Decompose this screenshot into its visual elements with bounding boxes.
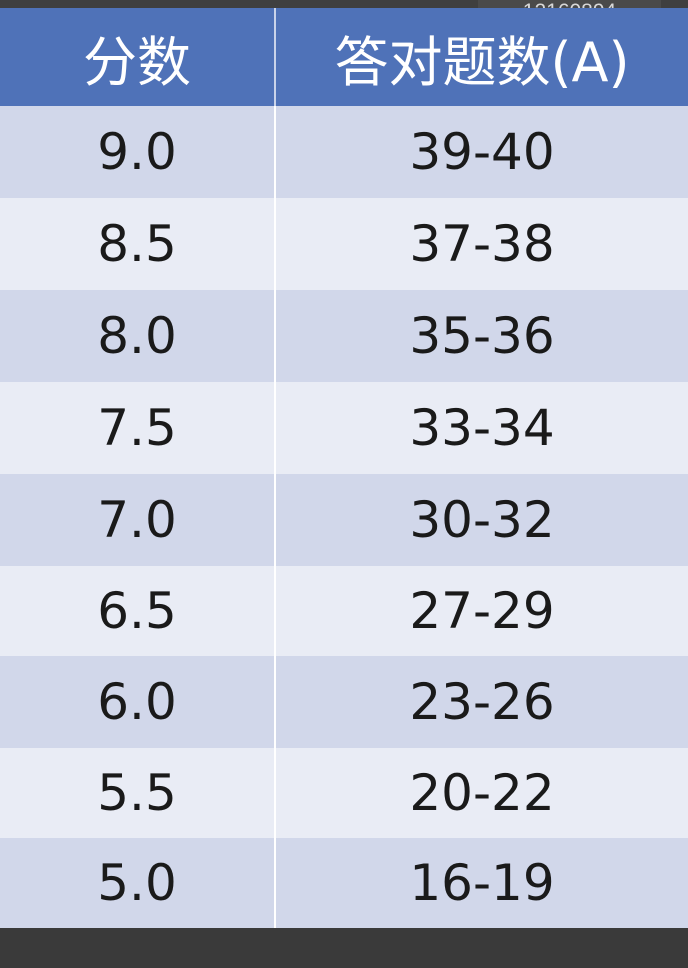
correct-range-cell: 37-38 — [274, 198, 688, 290]
table-row: 6.5 27-29 — [0, 566, 688, 656]
top-frame-bar — [0, 0, 688, 8]
correct-range-cell: 20-22 — [274, 748, 688, 838]
correct-range-cell: 35-36 — [274, 290, 688, 382]
score-cell: 9.0 — [97, 123, 177, 181]
correct-range-cell: 27-29 — [274, 566, 688, 656]
score-cell: 7.0 — [97, 491, 177, 549]
score-cell: 5.0 — [97, 854, 177, 912]
table-row: 6.0 23-26 — [0, 656, 688, 748]
table-row: 8.0 35-36 — [0, 290, 688, 382]
table-header-row: 分数 答对题数(A) — [0, 8, 688, 106]
table-row: 5.0 16-19 — [0, 838, 688, 928]
table-row: 9.0 39-40 — [0, 106, 688, 198]
correct-range-cell: 30-32 — [274, 474, 688, 566]
score-cell: 8.5 — [97, 215, 177, 273]
table-row: 8.5 37-38 — [0, 198, 688, 290]
score-cell: 6.0 — [97, 673, 177, 731]
correct-range-cell: 23-26 — [274, 656, 688, 748]
header-score: 分数 — [83, 30, 191, 94]
table-row: 7.0 30-32 — [0, 474, 688, 566]
score-cell: 6.5 — [97, 582, 177, 640]
table-row: 5.5 20-22 — [0, 748, 688, 838]
header-correct-answers: 答对题数(A) — [274, 8, 688, 106]
bottom-frame-bar — [0, 928, 688, 968]
score-cell: 5.5 — [97, 764, 177, 822]
correct-range-cell: 39-40 — [274, 106, 688, 198]
score-cell: 8.0 — [97, 307, 177, 365]
score-table: 分数 答对题数(A) 9.0 39-40 8.5 37-38 8.0 35-36… — [0, 8, 688, 928]
correct-range-cell: 33-34 — [274, 382, 688, 474]
correct-range-cell: 16-19 — [274, 838, 688, 928]
table-row: 7.5 33-34 — [0, 382, 688, 474]
score-cell: 7.5 — [97, 399, 177, 457]
